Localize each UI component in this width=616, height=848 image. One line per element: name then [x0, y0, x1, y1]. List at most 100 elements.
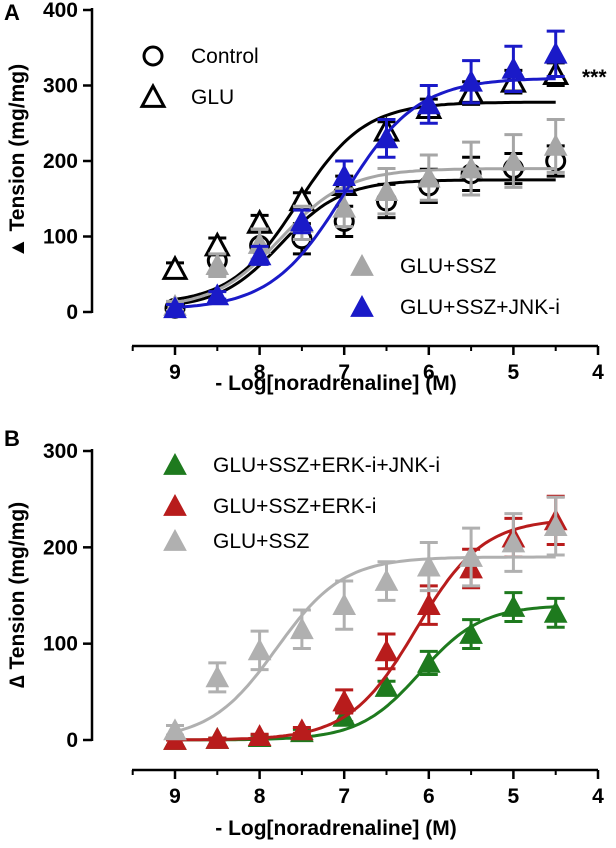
legend-item: GLU+SSZ+ERK-i+JNK-i — [163, 452, 440, 477]
data-point — [332, 593, 357, 615]
legend-label: Control — [191, 45, 259, 68]
legend-item: Control — [142, 45, 259, 68]
y-axis-title: ▲ Tension (mg/mg) — [6, 64, 29, 258]
legend-marker — [163, 493, 187, 516]
data-point — [205, 283, 230, 306]
y-tick-label: 200 — [43, 536, 78, 559]
data-point — [501, 56, 526, 79]
data-point — [416, 92, 441, 115]
legend-marker — [163, 452, 187, 475]
x-tick-label: 8 — [254, 785, 266, 808]
data-point — [374, 639, 399, 662]
data-point — [374, 568, 399, 591]
data-point — [543, 600, 568, 623]
y-tick-label: 400 — [43, 0, 78, 22]
data-point — [205, 253, 230, 276]
series-glu-ssz-jnk-i — [163, 29, 568, 319]
x-tick-label: 4 — [592, 361, 604, 384]
data-point — [543, 514, 568, 536]
y-tick-label: 300 — [43, 75, 78, 98]
significance-annotation: *** — [582, 66, 607, 89]
data-point — [501, 595, 526, 617]
legend-marker — [142, 45, 164, 67]
data-point — [290, 617, 314, 640]
y-axis-title: ∆ Tension (mg/mg) — [6, 502, 29, 688]
y-tick-label: 300 — [43, 440, 78, 463]
x-tick-label: 4 — [592, 785, 604, 808]
data-point — [332, 195, 357, 218]
legend-label: GLU+SSZ — [213, 530, 309, 553]
data-point — [247, 638, 272, 661]
legend-label: GLU — [191, 86, 234, 109]
legend-marker — [350, 294, 374, 317]
data-point — [374, 126, 399, 149]
y-tick-label: 0 — [66, 301, 78, 324]
data-point — [543, 41, 568, 64]
data-point — [501, 530, 526, 553]
data-point — [247, 243, 272, 266]
legend-marker — [163, 528, 187, 551]
x-tick-label: 5 — [508, 785, 520, 808]
panel-b: B 0 100 200 300 9 8 7 6 5 4 - Log[noradrenaline] (M… — [4, 426, 604, 840]
data-point — [332, 164, 357, 186]
x-tick-label: 5 — [508, 361, 520, 384]
fit-curve — [174, 178, 556, 306]
legend-label: GLU+SSZ+ERK-i+JNK-i — [213, 454, 440, 477]
x-tick-label: 7 — [338, 361, 350, 384]
data-point — [290, 209, 314, 232]
fit-curve — [174, 77, 556, 309]
y-tick-label: 0 — [66, 729, 78, 752]
legend-label: GLU+SSZ+ERK-i — [213, 495, 376, 518]
panel-letter: A — [4, 0, 20, 25]
legend-item: GLU — [139, 82, 234, 109]
legend-marker — [139, 82, 167, 108]
data-point — [332, 689, 357, 712]
data-point — [459, 156, 483, 179]
data-point — [459, 544, 483, 567]
data-point — [416, 165, 441, 188]
legend-item: GLU+SSZ — [350, 253, 496, 278]
legend-item: GLU+SSZ+JNK-i — [350, 294, 560, 319]
fit-curve — [174, 167, 556, 305]
legend-item: GLU+SSZ — [163, 528, 309, 553]
y-tick-label: 200 — [43, 150, 78, 173]
data-point — [161, 254, 189, 280]
panel-letter: B — [4, 426, 20, 451]
data-point — [416, 650, 441, 673]
fit-curve — [175, 520, 556, 742]
series-glu-ssz — [163, 117, 568, 316]
x-axis-title: - Log[noradrenaline] (M) — [215, 372, 456, 395]
data-point — [205, 665, 230, 688]
data-point — [459, 621, 483, 644]
data-point — [543, 133, 568, 156]
data-point — [501, 148, 526, 171]
series-glu-ssz-erk-i-jnk-i — [163, 591, 568, 750]
series-glu-ssz — [163, 495, 568, 741]
data-point — [163, 718, 187, 741]
fit-curve — [175, 605, 556, 742]
legend-label: GLU+SSZ — [400, 255, 496, 278]
panel-a: A 0 100 200 300 400 9 8 7 6 5 4 - Log[noradrenaline]… — [4, 0, 607, 395]
x-tick-label: 8 — [254, 361, 266, 384]
data-point — [374, 674, 399, 697]
data-point — [290, 718, 314, 741]
legend-marker — [350, 253, 374, 276]
y-tick-label: 100 — [43, 633, 78, 656]
data-point — [247, 724, 272, 746]
data-point — [205, 726, 230, 749]
x-axis-title: - Log[noradrenaline] (M) — [215, 817, 456, 840]
legend-item: GLU+SSZ+ERK-i — [163, 493, 376, 518]
data-point — [459, 69, 483, 92]
data-point — [416, 554, 441, 577]
x-tick-label: 9 — [169, 785, 181, 808]
x-tick-label: 6 — [423, 361, 435, 384]
data-point — [416, 593, 441, 615]
x-tick-label: 7 — [338, 785, 350, 808]
y-tick-label: 100 — [43, 226, 78, 249]
legend-label: GLU+SSZ+JNK-i — [400, 296, 560, 319]
fit-curve — [174, 555, 556, 734]
data-point — [374, 179, 399, 202]
data-point — [163, 296, 187, 319]
x-tick-label: 6 — [423, 785, 435, 808]
